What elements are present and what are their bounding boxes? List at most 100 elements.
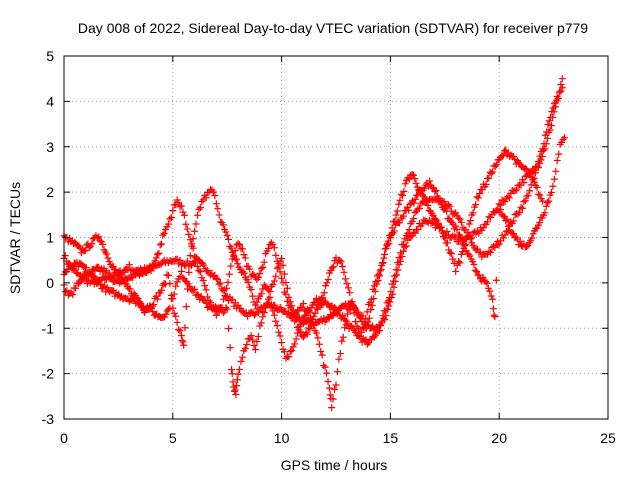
track-B-point: [211, 192, 219, 200]
track-A-point: [518, 204, 526, 212]
track-D-point: [475, 271, 483, 279]
track-D-point: [369, 285, 377, 293]
track-D-point: [349, 301, 357, 309]
track-D-point: [166, 215, 174, 223]
track-D-point: [179, 208, 187, 216]
track-B-point: [538, 152, 546, 160]
track-A-point: [61, 252, 69, 260]
track-B-point: [232, 256, 240, 264]
track-D-point: [362, 315, 370, 323]
track-C-point: [411, 175, 419, 183]
track-A-point: [501, 231, 509, 239]
track-C-point: [317, 347, 325, 355]
track-D-point: [399, 212, 407, 220]
track-D-point: [343, 280, 351, 288]
track-D-point: [154, 250, 162, 258]
track-B-point: [411, 229, 419, 237]
track-D-point: [220, 295, 228, 303]
track-D-point: [461, 242, 469, 250]
track-B-point: [198, 198, 206, 206]
track-D-point: [77, 276, 85, 284]
track-B-point: [276, 332, 284, 340]
track-D-point: [209, 303, 217, 311]
track-D-point: [352, 318, 360, 326]
track-C-point: [527, 170, 535, 178]
track-C-point: [324, 378, 332, 386]
track-D-point: [294, 323, 302, 331]
track-D-point: [61, 288, 69, 296]
track-A-point: [408, 218, 416, 226]
track-D-point: [67, 289, 75, 297]
track-D-point: [183, 225, 191, 233]
track-C-point: [238, 353, 246, 361]
track-D-point: [299, 333, 307, 341]
track-B-point: [395, 260, 403, 268]
track-D-point: [462, 247, 470, 255]
track-D-point: [286, 304, 294, 312]
track-D-point: [411, 195, 419, 203]
y-tick-label: 3: [46, 139, 54, 155]
track-D-point: [396, 219, 404, 227]
track-D-point: [283, 297, 291, 305]
track-D-point: [307, 319, 315, 327]
track-B-point: [191, 227, 199, 235]
track-B-point: [377, 321, 385, 329]
track-D-point: [502, 217, 510, 225]
track-A-point: [198, 259, 206, 267]
track-C-point: [434, 219, 442, 227]
track-C-point: [266, 288, 274, 296]
track-C-point: [399, 192, 407, 200]
track-B-point: [555, 88, 563, 96]
track-D-point: [254, 273, 262, 281]
track-D-point: [532, 225, 540, 233]
track-D-point: [382, 244, 390, 252]
track-C-point: [237, 358, 245, 366]
track-C-point: [533, 183, 541, 191]
x-tick-label: 10: [274, 430, 290, 446]
track-B-point: [172, 312, 180, 320]
track-D-point: [494, 241, 502, 249]
track-D-point: [189, 244, 197, 252]
track-B-point: [335, 306, 343, 314]
track-A-point: [125, 261, 133, 269]
axis-ticks: [63, 55, 609, 420]
track-B-point: [505, 194, 513, 202]
track-A-point: [545, 117, 553, 125]
track-B-point: [99, 240, 107, 248]
track-C-point: [270, 277, 278, 285]
track-C-point: [331, 385, 339, 393]
track-C-point: [169, 295, 177, 303]
track-D-point: [510, 230, 518, 238]
track-B-point: [468, 234, 476, 242]
track-D-point: [545, 197, 553, 205]
track-C-point: [325, 384, 333, 392]
track-D-point: [188, 240, 196, 248]
track-D-point: [282, 290, 290, 298]
track-D-point: [431, 187, 439, 195]
track-C-point: [189, 286, 197, 294]
track-B-point: [520, 179, 528, 187]
track-C-point: [314, 334, 322, 342]
track-C-point: [401, 180, 409, 188]
track-D-point: [432, 187, 440, 195]
track-D-point: [363, 308, 371, 316]
track-B-point: [385, 302, 393, 310]
track-B-point: [225, 235, 233, 243]
y-tick-label: 1: [46, 230, 54, 246]
track-D-point: [160, 229, 168, 237]
track-D-point: [354, 325, 362, 333]
track-C-point: [421, 195, 429, 203]
track-C-point: [465, 220, 473, 228]
track-C-point: [164, 305, 172, 313]
track-D-point: [308, 315, 316, 323]
track-B-point: [323, 299, 331, 307]
track-A-point: [520, 198, 528, 206]
track-C-point: [318, 351, 326, 359]
track-C-point: [254, 332, 262, 340]
track-D-point: [227, 262, 235, 270]
track-B-point: [402, 242, 410, 250]
track-C-point: [91, 275, 99, 283]
track-D-point: [225, 270, 233, 278]
track-A-point: [444, 201, 452, 209]
